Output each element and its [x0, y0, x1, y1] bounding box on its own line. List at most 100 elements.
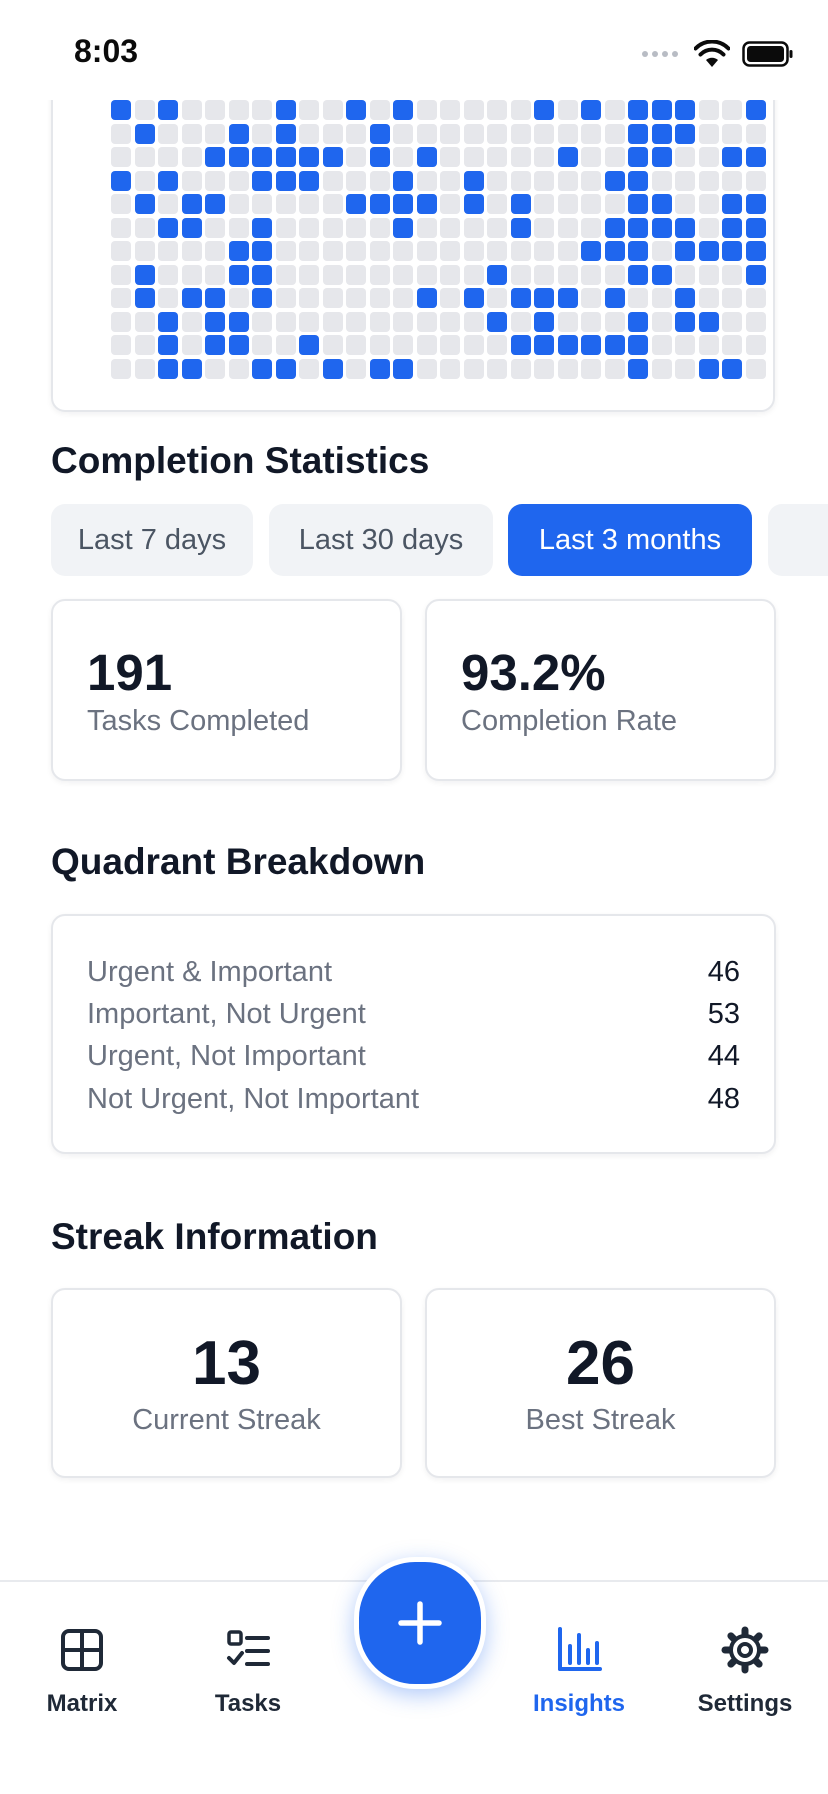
heatmap-cell [698, 147, 719, 167]
heatmap-cell [698, 311, 719, 332]
heatmap-cell [440, 194, 460, 214]
heatmap-cell [557, 100, 578, 120]
heatmap-cell [346, 217, 366, 238]
heatmap-cell [111, 170, 131, 191]
heatmap-cell [322, 100, 343, 120]
heatmap-cell [299, 217, 319, 238]
heatmap-cell [440, 264, 460, 285]
tab-settings-label: Settings [697, 1690, 793, 1717]
heatmap-cell [252, 241, 272, 261]
heatmap-cell [745, 264, 766, 285]
heatmap-cell [745, 147, 766, 167]
heatmap-cell [745, 358, 766, 379]
heatmap-cell [181, 194, 202, 214]
add-task-button[interactable] [354, 1557, 486, 1689]
heatmap-cell [322, 170, 343, 191]
heatmap-cell [675, 170, 695, 191]
heatmap-cell [534, 241, 554, 261]
heatmap-cell [487, 100, 507, 120]
heatmap-cell [369, 170, 390, 191]
heatmap-cell [369, 264, 390, 285]
heatmap-cell [651, 123, 672, 144]
heatmap-cell [346, 264, 366, 285]
heatmap-cell [393, 264, 413, 285]
heatmap-cell [299, 241, 319, 261]
heatmap-cell [134, 147, 155, 167]
heatmap-cell [463, 264, 484, 285]
plus-icon [398, 1601, 442, 1645]
completion-statistics-title: Completion Statistics [51, 440, 430, 481]
heatmap-cell [299, 311, 319, 332]
range-chip-last-30-days[interactable]: Last 30 days [269, 504, 493, 576]
heatmap-cell [440, 170, 460, 191]
heatmap-cell [275, 100, 296, 120]
heatmap-cell [651, 217, 672, 238]
quadrant-row: Urgent, Not Important 44 [87, 1036, 740, 1076]
heatmap-cell [604, 194, 625, 214]
quadrant-label: Urgent & Important [87, 955, 332, 988]
best-streak-card: 26 Best Streak [425, 1288, 776, 1478]
heatmap-cell [581, 264, 601, 285]
heatmap-cell [322, 194, 343, 214]
heatmap-cell [393, 147, 413, 167]
tab-tasks[interactable]: Tasks [173, 1582, 323, 1742]
heatmap-cell [111, 358, 131, 379]
heatmap-cell [675, 217, 695, 238]
heatmap-cell [581, 100, 601, 120]
tab-settings[interactable]: Settings [670, 1582, 820, 1742]
heatmap-cell [252, 100, 272, 120]
heatmap-cell [745, 100, 766, 120]
checklist-icon [227, 1630, 270, 1666]
heatmap-cell [557, 264, 578, 285]
heatmap-cell [322, 147, 343, 167]
heatmap-cell [393, 194, 413, 214]
heatmap-cell [440, 288, 460, 308]
heatmap-cell [463, 311, 484, 332]
heatmap-cell [275, 264, 296, 285]
heatmap-cell [604, 123, 625, 144]
heatmap-cell [651, 147, 672, 167]
heatmap-cell [534, 311, 554, 332]
heatmap-cell [510, 288, 531, 308]
heatmap-cell [322, 264, 343, 285]
heatmap-cell [628, 170, 648, 191]
heatmap-cell [675, 241, 695, 261]
heatmap-cell [557, 358, 578, 379]
heatmap-cell [510, 123, 531, 144]
heatmap-cell [134, 311, 155, 332]
heatmap-cell [158, 100, 178, 120]
heatmap-cell [252, 264, 272, 285]
range-selector: Last 7 days Last 30 days Last 3 months [51, 504, 828, 576]
heatmap-cell [722, 194, 742, 214]
range-chip-next[interactable] [768, 504, 828, 576]
heatmap-cell [651, 358, 672, 379]
heatmap-cell [346, 358, 366, 379]
heatmap-cell [416, 217, 437, 238]
heatmap-cell [675, 358, 695, 379]
heatmap-cell [510, 335, 531, 355]
streak-information-title: Streak Information [51, 1216, 378, 1257]
quadrant-label: Urgent, Not Important [87, 1039, 366, 1072]
heatmap-cell [487, 147, 507, 167]
heatmap-cell [369, 358, 390, 379]
heatmap-cell [745, 335, 766, 355]
heatmap-cell [393, 311, 413, 332]
heatmap-cell [463, 217, 484, 238]
range-chip-last-3-months[interactable]: Last 3 months [508, 504, 752, 576]
range-chip-last-7-days[interactable]: Last 7 days [51, 504, 253, 576]
heatmap-cell [158, 358, 178, 379]
tab-matrix[interactable]: Matrix [7, 1582, 157, 1742]
heatmap-cell [111, 194, 131, 214]
quadrant-breakdown-card: Urgent & Important 46 Important, Not Urg… [51, 914, 776, 1154]
heatmap-cell [722, 311, 742, 332]
quadrant-row: Not Urgent, Not Important 48 [87, 1079, 740, 1119]
heatmap-cell [628, 123, 648, 144]
heatmap-cell [134, 194, 155, 214]
heatmap-cell [322, 288, 343, 308]
heatmap-cell [745, 123, 766, 144]
heatmap-cell [510, 194, 531, 214]
heatmap-cell [134, 288, 155, 308]
heatmap-cell [111, 241, 131, 261]
tab-insights[interactable]: Insights [504, 1582, 654, 1742]
heatmap-cell [557, 311, 578, 332]
